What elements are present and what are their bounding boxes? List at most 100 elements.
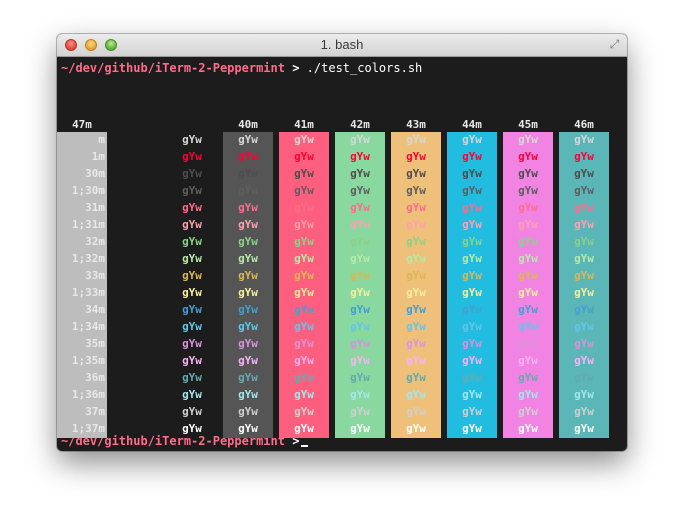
color-sample: gYw [182, 184, 202, 197]
color-sample: gYw [574, 167, 594, 180]
color-sample: gYw [350, 184, 370, 197]
color-sample: gYw [238, 422, 258, 435]
color-sample: gYw [406, 422, 426, 435]
color-sample: gYw [574, 405, 594, 418]
column-header: 44m [462, 118, 482, 131]
color-sample: gYw [238, 354, 258, 367]
color-sample: gYw [238, 218, 258, 231]
color-sample: gYw [518, 218, 538, 231]
color-sample: gYw [462, 235, 482, 248]
color-sample: gYw [238, 269, 258, 282]
color-sample: gYw [406, 201, 426, 214]
row-label: 1;33m [71, 286, 105, 299]
color-sample: gYw [574, 337, 594, 350]
color-sample: gYw [182, 269, 202, 282]
color-sample: gYw [182, 218, 202, 231]
color-sample: gYw [350, 235, 370, 248]
color-sample: gYw [294, 235, 314, 248]
terminal-content[interactable]: ~/dev/github/iTerm-2-Peppermint > ./test… [57, 57, 627, 451]
prompt-symbol: > [292, 434, 300, 448]
color-sample: gYw [462, 269, 482, 282]
row-label: 36m [85, 371, 105, 384]
color-sample: gYw [462, 354, 482, 367]
color-sample: gYw [574, 184, 594, 197]
color-sample: gYw [294, 201, 314, 214]
color-sample: gYw [462, 286, 482, 299]
color-sample: gYw [238, 235, 258, 248]
color-sample: gYw [294, 354, 314, 367]
color-sample: gYw [350, 388, 370, 401]
bg-column-47m [57, 132, 107, 438]
color-sample: gYw [294, 252, 314, 265]
color-sample: gYw [294, 167, 314, 180]
color-sample: gYw [574, 303, 594, 316]
text-cursor [301, 445, 309, 447]
close-button[interactable] [65, 39, 77, 51]
color-sample: gYw [294, 405, 314, 418]
color-sample: gYw [294, 184, 314, 197]
color-sample: gYw [238, 167, 258, 180]
color-sample: gYw [406, 303, 426, 316]
color-sample: gYw [406, 235, 426, 248]
color-sample: gYw [518, 252, 538, 265]
color-sample: gYw [462, 388, 482, 401]
zoom-button[interactable] [105, 39, 117, 51]
window-title: 1. bash [320, 37, 364, 52]
color-sample: gYw [518, 235, 538, 248]
title-bar[interactable]: 1. bash ⤢ [57, 34, 627, 57]
color-sample: gYw [462, 201, 482, 214]
color-sample: gYw [350, 371, 370, 384]
prompt-line-1: ~/dev/github/iTerm-2-Peppermint > ./test… [61, 61, 422, 75]
color-sample: gYw [294, 320, 314, 333]
color-sample: gYw [518, 133, 538, 146]
bg-column-40m [223, 132, 273, 438]
color-sample: gYw [182, 337, 202, 350]
color-sample: gYw [182, 235, 202, 248]
row-label: 33m [85, 269, 105, 282]
row-label: 35m [85, 337, 105, 350]
color-sample: gYw [294, 388, 314, 401]
color-sample: gYw [518, 150, 538, 163]
color-sample: gYw [574, 218, 594, 231]
prompt-path: ~/dev/github/iTerm-2-Peppermint [61, 61, 285, 75]
row-label: 37m [85, 405, 105, 418]
color-sample: gYw [406, 252, 426, 265]
color-sample: gYw [350, 337, 370, 350]
color-sample: gYw [406, 388, 426, 401]
column-header: 40m [238, 118, 258, 131]
color-sample: gYw [238, 286, 258, 299]
color-sample: gYw [350, 422, 370, 435]
color-sample: gYw [350, 405, 370, 418]
color-sample: gYw [518, 388, 538, 401]
prompt-symbol: > [292, 61, 300, 75]
color-sample: gYw [518, 422, 538, 435]
row-label: 1;30m [71, 184, 105, 197]
color-sample: gYw [518, 201, 538, 214]
minimize-button[interactable] [85, 39, 97, 51]
color-sample: gYw [294, 133, 314, 146]
color-sample: gYw [350, 218, 370, 231]
color-sample: gYw [406, 354, 426, 367]
color-sample: gYw [350, 201, 370, 214]
color-sample: gYw [350, 167, 370, 180]
column-header: 43m [406, 118, 426, 131]
color-sample: gYw [574, 201, 594, 214]
color-sample: gYw [238, 388, 258, 401]
color-sample: gYw [294, 150, 314, 163]
color-sample: gYw [350, 269, 370, 282]
color-sample: gYw [574, 150, 594, 163]
bg-column-43m [391, 132, 441, 438]
color-sample: gYw [462, 422, 482, 435]
color-sample: gYw [518, 354, 538, 367]
color-sample: gYw [574, 354, 594, 367]
color-sample: gYw [182, 405, 202, 418]
fullscreen-icon[interactable]: ⤢ [609, 37, 620, 51]
color-sample: gYw [238, 252, 258, 265]
color-sample: gYw [406, 218, 426, 231]
color-sample: gYw [406, 167, 426, 180]
color-sample: gYw [518, 303, 538, 316]
row-label: 31m [85, 201, 105, 214]
color-sample: gYw [182, 371, 202, 384]
color-sample: gYw [406, 269, 426, 282]
color-sample: gYw [350, 252, 370, 265]
